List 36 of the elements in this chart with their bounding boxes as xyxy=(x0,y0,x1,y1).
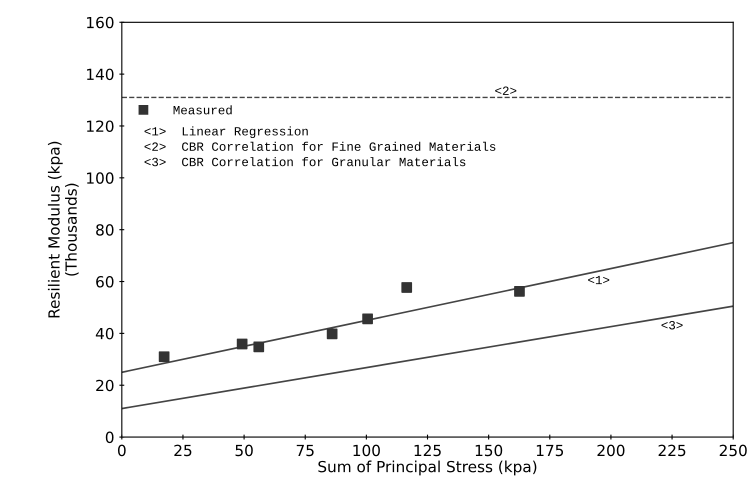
point xyxy=(401,282,412,293)
y-tick-label: 120 xyxy=(87,120,114,132)
point xyxy=(253,342,264,352)
y-tick-label: 160 xyxy=(87,16,114,28)
x-tick-label: 250 xyxy=(720,444,747,456)
y-tick-label: 140 xyxy=(87,68,114,80)
x-tick-label: 200 xyxy=(597,444,624,456)
point xyxy=(158,351,170,362)
y-tick-label: 40 xyxy=(96,328,114,340)
annotation: <3> CBR Correlation for Granular Materials xyxy=(144,157,466,166)
annotation: <3> xyxy=(662,320,683,330)
x-tick-label: 175 xyxy=(536,444,564,456)
y-tick-label: 100 xyxy=(87,172,114,184)
x-tick-label: 75 xyxy=(296,444,314,456)
x-tick-label: 50 xyxy=(236,444,253,456)
point xyxy=(514,286,525,297)
point xyxy=(326,328,338,340)
point xyxy=(236,338,248,350)
y-tick-label: 80 xyxy=(96,224,114,236)
annotation: <2> xyxy=(495,86,516,95)
annotation: <2> CBR Correlation for Fine Grained Materials xyxy=(144,142,496,151)
x-tick-label: 125 xyxy=(414,444,441,456)
x-tick-label: 225 xyxy=(658,444,686,456)
y-tick-label: 20 xyxy=(96,380,114,392)
x-tick-label: 0 xyxy=(118,444,126,456)
y-tick-label: 60 xyxy=(96,276,114,288)
y-axis-title: Resilient Modulus (kpa) (Thousands) xyxy=(48,142,79,318)
x-tick-label: 100 xyxy=(353,444,380,456)
legend-label: Measured xyxy=(174,105,232,114)
y-tick-label: 0 xyxy=(106,432,114,444)
annotation: <1> Linear Regression xyxy=(144,126,308,138)
x-axis-title: Sum of Principal Stress (kpa) xyxy=(318,460,536,476)
annotation: <1> xyxy=(588,276,610,284)
x-tick-label: 25 xyxy=(174,444,192,456)
x-tick-label: 150 xyxy=(476,444,502,456)
point xyxy=(362,314,373,324)
